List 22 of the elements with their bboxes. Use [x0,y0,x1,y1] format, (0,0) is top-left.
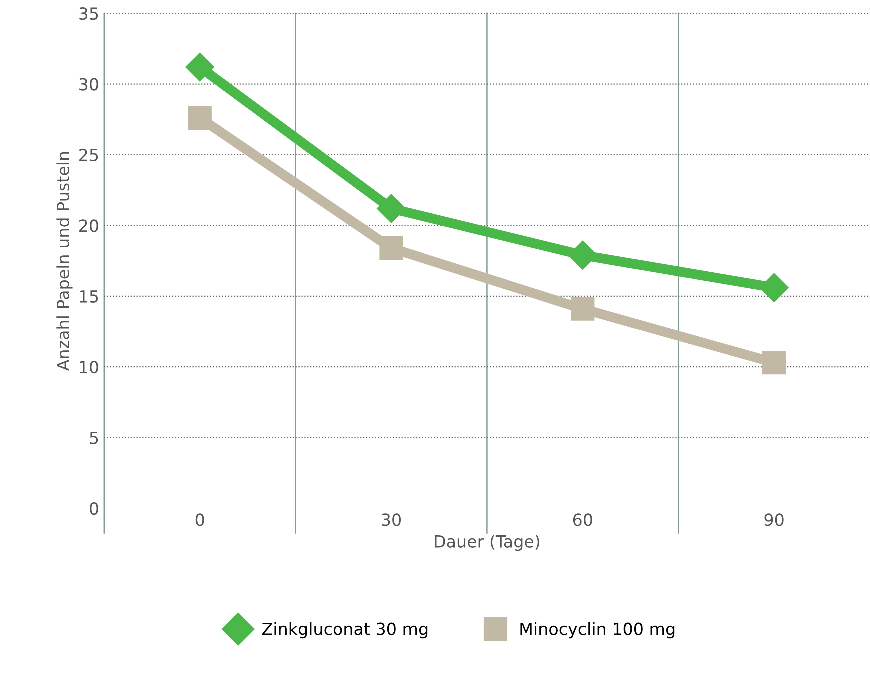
y-tick-label: 10 [80,361,98,374]
y-tick-label: 15 [80,290,98,303]
x-axis-title: Dauer (Tage) [435,535,540,552]
legend-label: Minocyclin 100 mg [520,622,675,639]
x-tick-label: 0 [196,514,204,526]
point [571,297,595,321]
x-tick-label: 90 [764,514,784,526]
y-axis-title: Anzahl Papeln und Pusteln [56,152,73,372]
y-tick-label: 35 [80,8,98,20]
point [380,236,404,260]
y-tick-label: 20 [80,220,98,232]
point [762,351,786,375]
y-tick-label: 0 [90,502,98,516]
y-tick-label: 25 [80,148,98,162]
x-tick-label: 30 [382,514,401,526]
y-tick-label: 30 [80,78,98,91]
x-tick-label: 60 [573,514,592,526]
legend-label: Zinkgluconat 30 mg [262,622,428,639]
point [188,106,212,130]
point [377,194,406,224]
point [186,52,215,82]
y-tick-label: 5 [90,432,98,444]
